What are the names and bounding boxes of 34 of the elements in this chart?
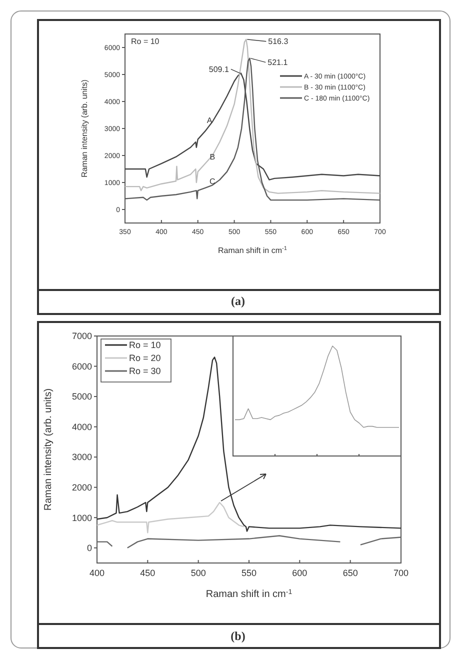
y-tick-label: 1000 bbox=[72, 512, 92, 523]
x-tick-label: 600 bbox=[292, 568, 308, 578]
annotation: 521.1 bbox=[268, 58, 288, 68]
annotation: 516.3 bbox=[268, 37, 289, 46]
legend-label: Ro = 30 bbox=[129, 366, 161, 376]
y-tick-label: 5000 bbox=[72, 392, 92, 402]
line-series bbox=[125, 38, 380, 194]
text: (b) bbox=[230, 629, 246, 643]
annotation: B bbox=[210, 152, 216, 162]
annotation: Ro = 10 bbox=[131, 37, 160, 46]
x-tick-label: 700 bbox=[393, 568, 409, 578]
y-axis-title: Raman intensity (arb. units) bbox=[80, 79, 89, 178]
y-axis-title: Raman intensity (arb. units) bbox=[43, 388, 54, 511]
text: (a) bbox=[231, 294, 245, 308]
y-tick-label: 3000 bbox=[72, 452, 92, 462]
legend-label: Ro = 10 bbox=[129, 340, 161, 350]
x-axis-title: Raman shift in cm$^{-1}$ bbox=[206, 588, 292, 600]
x-tick-label: 650 bbox=[342, 568, 358, 578]
annotation: C bbox=[210, 176, 216, 186]
x-tick-label: 450 bbox=[140, 568, 156, 578]
legend-label: Ro = 20 bbox=[129, 353, 161, 364]
annotation: 509.1 bbox=[208, 64, 230, 74]
y-tick-label: 0 bbox=[86, 543, 92, 554]
x-axis-title: Raman shift in cm$^{-1}$ bbox=[218, 246, 288, 255]
line-series bbox=[97, 356, 401, 532]
y-tick-label: 6000 bbox=[72, 361, 92, 372]
x-tick-label: 500 bbox=[190, 568, 206, 578]
annotation: A bbox=[206, 116, 213, 126]
y-tick-label: 2000 bbox=[72, 482, 92, 492]
x-tick-label: 400 bbox=[89, 568, 105, 578]
line-series bbox=[97, 502, 245, 534]
y-tick-label: 4000 bbox=[72, 422, 92, 432]
x-tick-label: 550 bbox=[241, 568, 257, 578]
y-tick-label: 7000 bbox=[72, 331, 92, 342]
